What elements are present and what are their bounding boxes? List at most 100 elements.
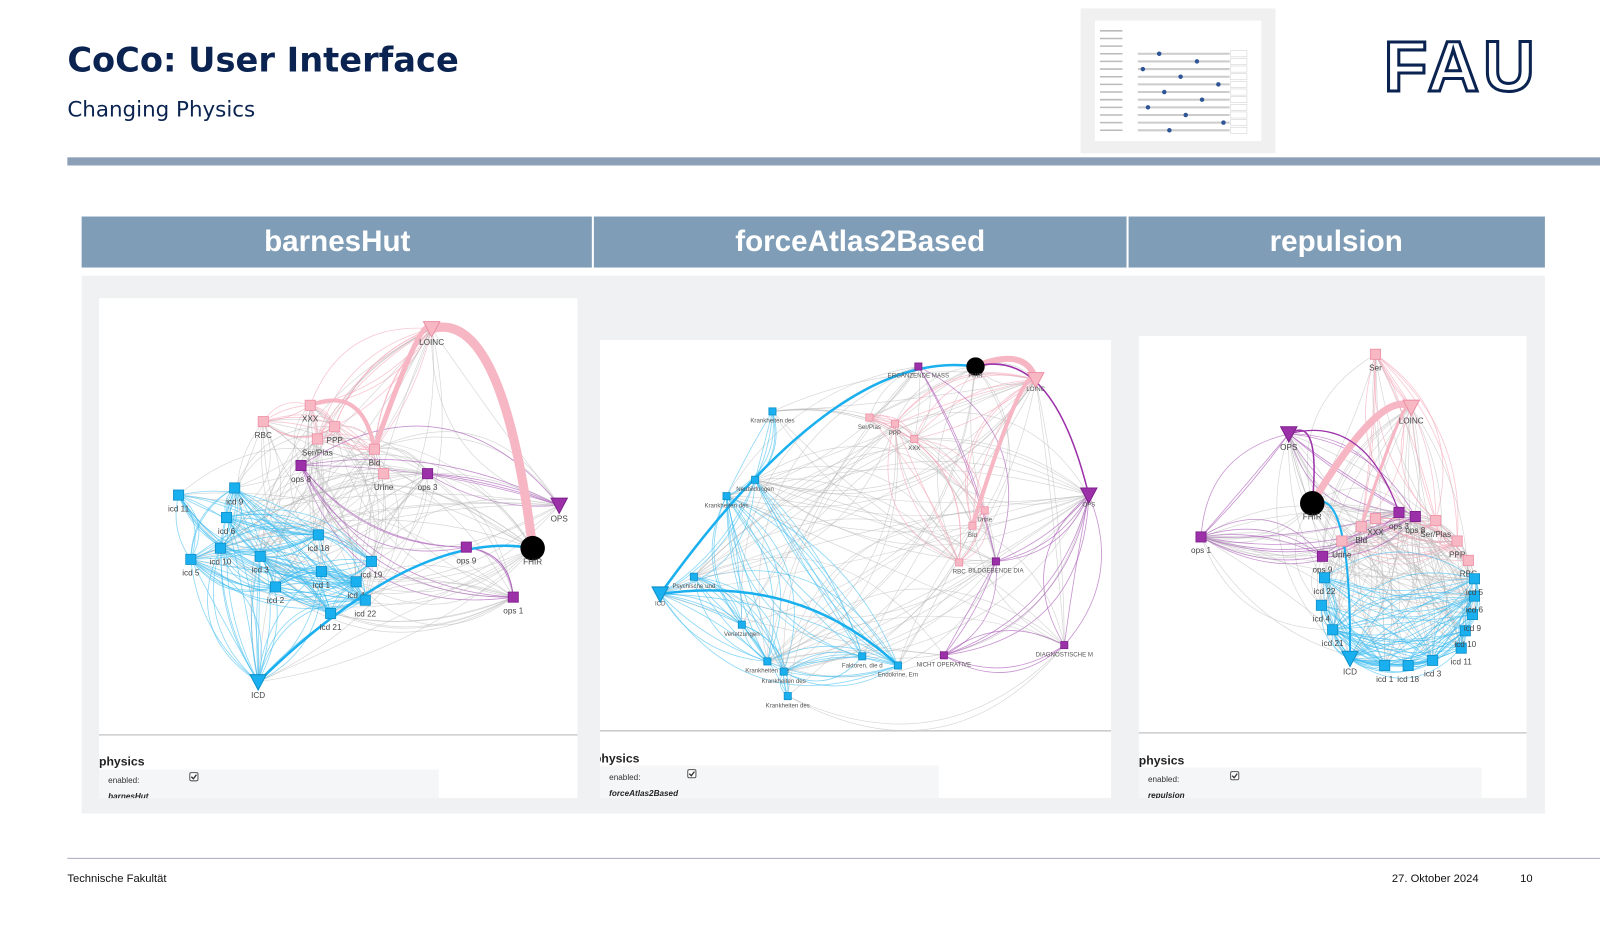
node-label: Urine [1332,550,1352,559]
edge [178,447,384,496]
thumb-input [1230,119,1248,126]
node [991,557,1000,566]
edge [275,426,336,588]
node-label: FHIR [968,373,983,380]
node [1355,521,1367,533]
edge [1324,577,1475,591]
edge [894,423,960,563]
settings-section: physics [1139,753,1185,767]
edge [918,366,997,562]
node-label: icd 10 [1454,640,1476,649]
node [1318,572,1331,584]
thumb-knob [1199,97,1205,102]
node-label: Bld [1355,536,1367,545]
edge [1324,577,1433,661]
edge [1398,512,1475,597]
edge [869,417,960,563]
edge-strong [257,544,533,683]
edge [259,438,318,557]
edge [783,494,1090,672]
edge [1288,433,1473,615]
graph-screenshot: LOINC XXX RBC PPP Ser/Plas Bld ops 8 Urine ops 3… [98,298,578,799]
node [1459,625,1471,637]
edge [913,366,920,440]
node [1393,506,1405,518]
node [214,542,226,554]
edge [1035,379,1065,646]
edge [190,519,533,560]
thumb-input [1230,73,1248,81]
edge [251,556,261,682]
edge [1414,516,1473,615]
node [1300,491,1325,516]
edge [726,411,773,497]
edge [1321,605,1433,661]
screenshot-bg [1138,335,1527,799]
edge [300,465,533,549]
settings-section: physics [99,755,145,769]
settings-label: enabled: [108,776,139,785]
node [311,433,323,445]
edge [234,426,335,489]
edge [275,561,372,598]
node-label: OPS [1082,501,1095,508]
edge [275,559,372,588]
edge [220,547,276,588]
edge [1332,594,1473,631]
node-label: ops 9 [1312,566,1332,575]
edge [259,556,514,628]
node [221,512,233,524]
graph-screenshot: FHIR LOINC ERGÄNZENDE MASS OPS ICD Krankheite… [594,339,1112,799]
node-label: Krankheiten des [750,418,794,425]
node-label: PPP [327,436,344,445]
thumb-input [1230,126,1248,134]
edge [897,525,973,666]
edge [1035,379,1065,646]
edge [257,599,366,682]
edge [256,556,261,682]
edge [1200,536,1342,559]
edge [783,656,899,672]
edge [1321,560,1469,607]
edge [226,513,372,562]
edge [1288,433,1351,659]
edge [1322,407,1412,557]
edge [726,379,1037,508]
node [460,541,472,553]
edge [190,559,276,592]
node [1468,573,1481,585]
edge [1353,407,1412,666]
edge [783,525,973,672]
settings-section: physics [594,751,640,765]
edge [1375,353,1459,542]
node-label: OPS [1280,443,1298,452]
edge [1324,551,1475,580]
edge [207,547,259,683]
node-label: Bld [968,532,977,539]
edge [783,423,896,672]
edge [226,421,271,518]
edge [275,572,357,588]
node [1079,487,1098,505]
edge [190,559,276,591]
node [1468,590,1481,602]
edge [1375,518,1475,580]
edge [783,423,898,672]
edge [263,418,428,474]
checkbox [1230,771,1240,781]
edge-strong [309,398,377,450]
edge [1324,577,1475,612]
edge [726,495,1065,646]
node [955,558,964,567]
edge [259,473,384,557]
node [893,661,902,670]
node [689,572,698,581]
node [865,413,874,422]
node [722,492,731,501]
edge [693,561,997,619]
edge [767,588,1065,662]
edge [1322,407,1412,557]
edge [767,366,976,662]
edge [355,547,533,605]
node [1060,641,1069,650]
